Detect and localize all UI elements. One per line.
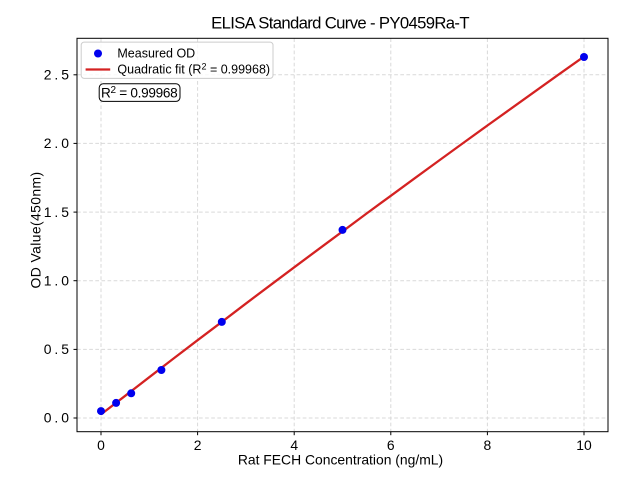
svg-text:10: 10 [576,437,592,453]
svg-text:0.5: 0.5 [44,341,72,357]
svg-text:6: 6 [387,437,395,453]
svg-text:0.0: 0.0 [44,410,72,426]
svg-text:Quadratic fit (R2 = 0.99968): Quadratic fit (R2 = 0.99968) [117,62,270,77]
svg-text:Rat FECH Concentration (ng/mL): Rat FECH Concentration (ng/mL) [238,452,443,468]
svg-text:ELISA Standard Curve - PY0459R: ELISA Standard Curve - PY0459Ra-T [211,14,469,33]
svg-text:4: 4 [290,437,298,453]
svg-text:1.0: 1.0 [44,272,72,288]
svg-text:R2 = 0.99968: R2 = 0.99968 [101,85,177,101]
svg-text:OD Value(450nm): OD Value(450nm) [28,172,44,289]
svg-text:2.5: 2.5 [44,67,72,83]
svg-text:Measured OD: Measured OD [117,47,195,61]
svg-text:2: 2 [194,437,202,453]
svg-text:8: 8 [484,437,492,453]
svg-text:2.0: 2.0 [44,135,72,151]
svg-text:0: 0 [97,437,105,453]
svg-text:1.5: 1.5 [44,204,72,220]
